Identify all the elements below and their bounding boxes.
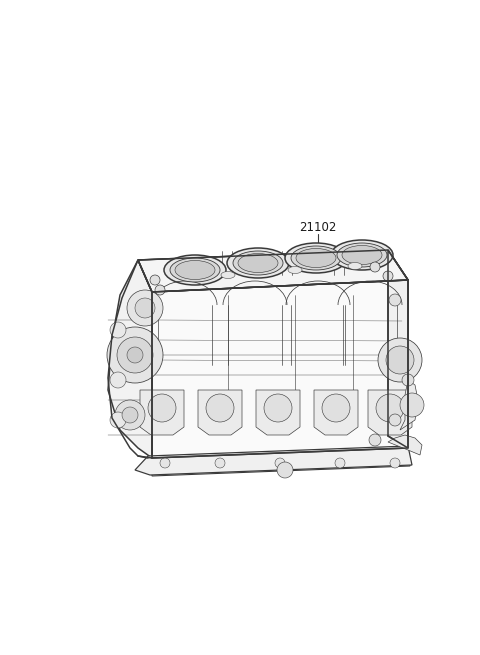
Polygon shape	[368, 390, 412, 435]
Polygon shape	[152, 280, 408, 458]
Polygon shape	[152, 448, 410, 476]
Circle shape	[277, 462, 293, 478]
Circle shape	[148, 394, 176, 422]
Circle shape	[383, 271, 393, 281]
Text: 21102: 21102	[300, 221, 336, 234]
Circle shape	[122, 407, 138, 423]
Ellipse shape	[296, 248, 336, 267]
Circle shape	[402, 374, 414, 386]
Ellipse shape	[227, 248, 289, 278]
Polygon shape	[388, 250, 408, 448]
Polygon shape	[388, 435, 422, 455]
Polygon shape	[140, 390, 184, 435]
Circle shape	[376, 394, 404, 422]
Polygon shape	[198, 390, 242, 435]
Ellipse shape	[288, 267, 302, 274]
Polygon shape	[400, 380, 418, 430]
Circle shape	[370, 262, 380, 272]
Ellipse shape	[348, 263, 362, 269]
Circle shape	[110, 372, 126, 388]
Circle shape	[400, 393, 424, 417]
Ellipse shape	[238, 253, 278, 272]
Circle shape	[107, 327, 163, 383]
Ellipse shape	[285, 243, 347, 273]
Circle shape	[135, 298, 155, 318]
Circle shape	[386, 346, 414, 374]
Polygon shape	[314, 390, 358, 435]
Circle shape	[322, 394, 350, 422]
Ellipse shape	[291, 246, 341, 270]
Circle shape	[150, 275, 160, 285]
Ellipse shape	[164, 255, 226, 285]
Ellipse shape	[175, 261, 215, 280]
Ellipse shape	[331, 240, 393, 270]
Circle shape	[115, 400, 145, 430]
Circle shape	[110, 412, 126, 428]
Circle shape	[335, 458, 345, 468]
Circle shape	[127, 290, 163, 326]
Polygon shape	[108, 260, 152, 458]
Polygon shape	[256, 390, 300, 435]
Ellipse shape	[221, 272, 235, 278]
Circle shape	[390, 458, 400, 468]
Polygon shape	[138, 250, 408, 292]
Circle shape	[378, 338, 422, 382]
Circle shape	[389, 294, 401, 306]
Circle shape	[155, 285, 165, 295]
Ellipse shape	[170, 258, 220, 282]
Circle shape	[275, 458, 285, 468]
Circle shape	[389, 414, 401, 426]
Circle shape	[127, 347, 143, 363]
Circle shape	[264, 394, 292, 422]
Circle shape	[160, 458, 170, 468]
Circle shape	[117, 337, 153, 373]
Circle shape	[369, 434, 381, 446]
Circle shape	[110, 322, 126, 338]
Ellipse shape	[342, 246, 382, 265]
Polygon shape	[135, 446, 412, 475]
Circle shape	[206, 394, 234, 422]
Ellipse shape	[233, 251, 283, 275]
Circle shape	[215, 458, 225, 468]
Ellipse shape	[337, 243, 387, 267]
